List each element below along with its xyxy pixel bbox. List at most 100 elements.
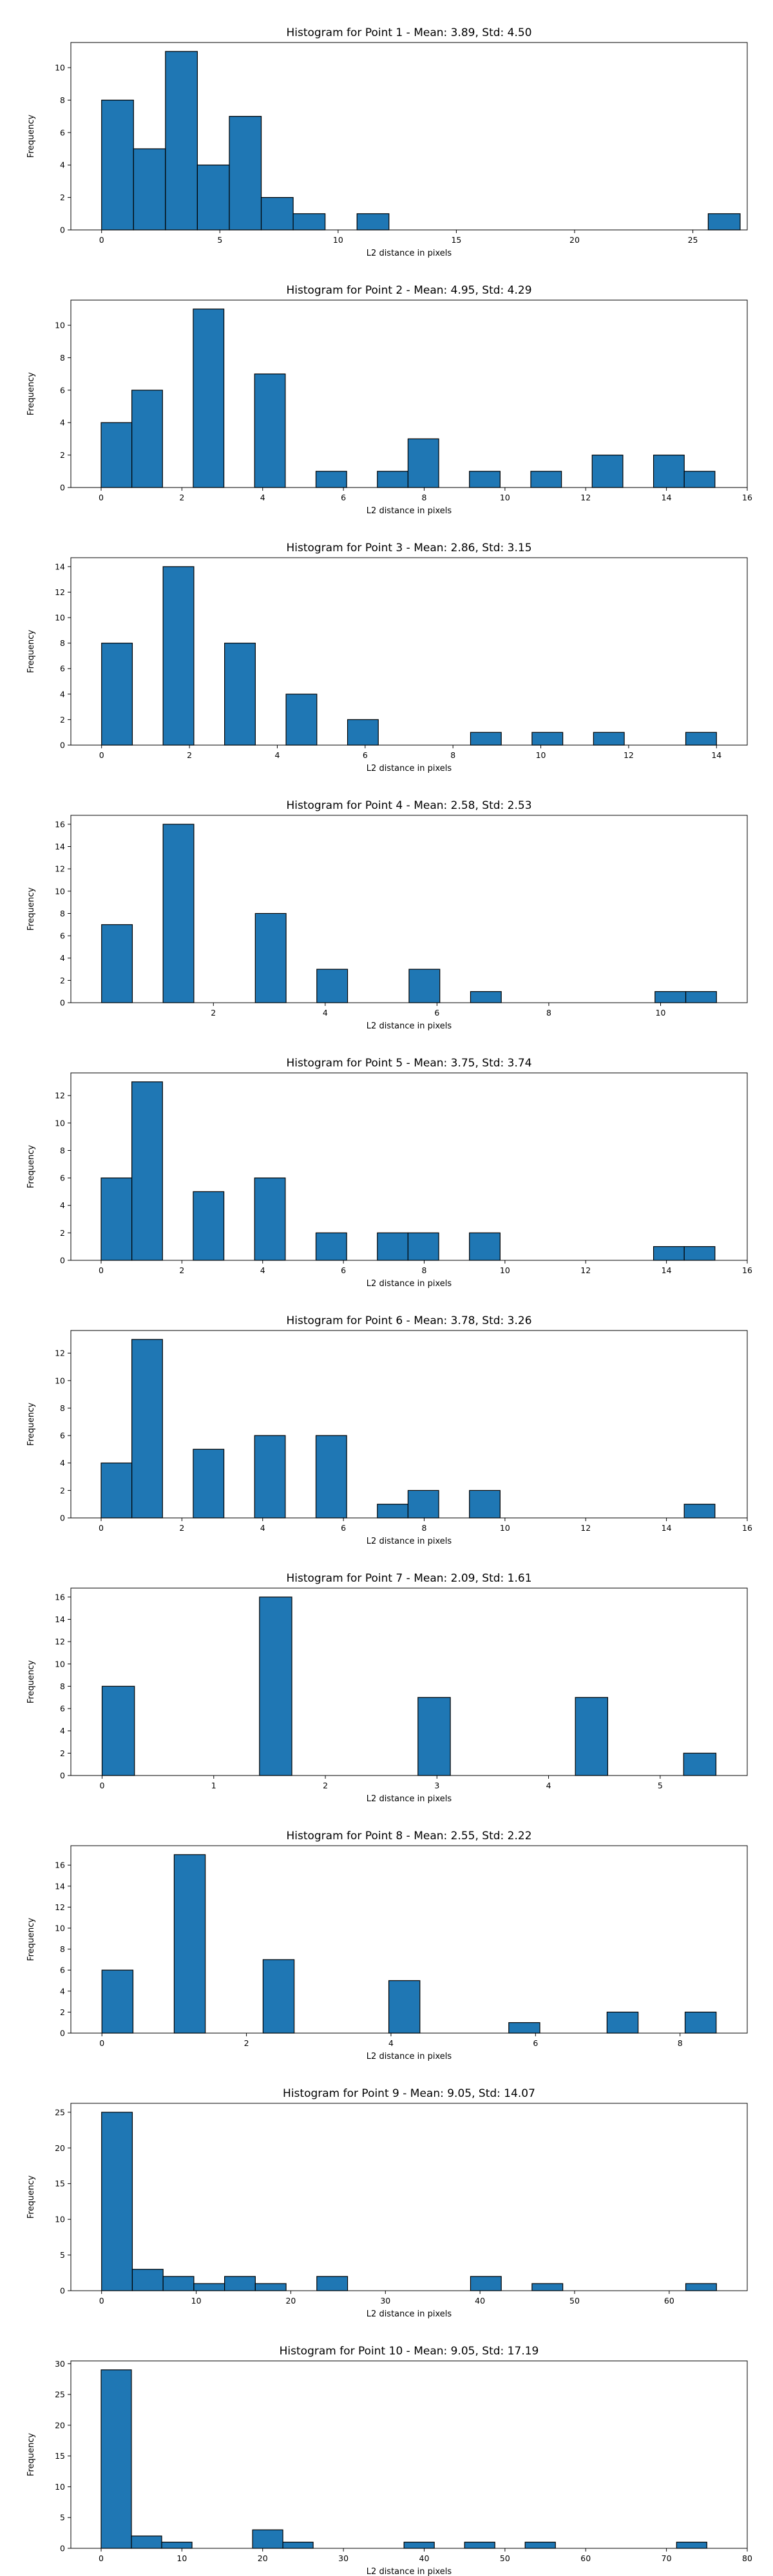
y-tick-label: 6 bbox=[60, 664, 65, 674]
histogram-bar bbox=[101, 99, 134, 231]
x-tick-label: 0 bbox=[99, 1523, 104, 1533]
x-tick-label: 10 bbox=[500, 493, 510, 502]
x-tick-label: 16 bbox=[742, 1523, 752, 1533]
y-tick-label: 2 bbox=[60, 1486, 65, 1495]
x-tick-label: 10 bbox=[536, 750, 546, 760]
x-tick-label: 50 bbox=[569, 2296, 580, 2306]
histogram-bar bbox=[131, 2535, 162, 2549]
y-tick-label: 8 bbox=[60, 1944, 65, 1954]
y-axis-label: Frequency bbox=[26, 2433, 36, 2476]
x-tick-label: 6 bbox=[533, 2038, 538, 2048]
y-tick-label: 6 bbox=[60, 1965, 65, 1975]
histogram-bar bbox=[388, 1980, 421, 2034]
x-tick-label: 20 bbox=[569, 235, 580, 245]
histogram-bar bbox=[417, 1697, 451, 1776]
y-tick-label: 2 bbox=[60, 976, 65, 985]
x-axis-label: L2 distance in pixels bbox=[367, 2052, 452, 2061]
histogram-bar bbox=[469, 471, 501, 488]
y-tick-label: 6 bbox=[60, 1431, 65, 1441]
x-tick-label: 4 bbox=[388, 2038, 394, 2048]
histogram-bar bbox=[676, 2541, 707, 2549]
x-axis-label: L2 distance in pixels bbox=[367, 1537, 452, 1546]
y-axis-label: Frequency bbox=[26, 2175, 36, 2219]
histogram-bar bbox=[407, 438, 439, 488]
histogram-bar bbox=[684, 2011, 717, 2034]
x-tick-label: 60 bbox=[580, 2553, 591, 2563]
histogram-bar bbox=[315, 1232, 347, 1261]
histogram-bar bbox=[193, 1448, 225, 1519]
y-tick-label: 10 bbox=[55, 1659, 65, 1669]
y-tick-label: 6 bbox=[60, 931, 65, 941]
histogram-bar bbox=[606, 2011, 639, 2034]
histogram-bar bbox=[162, 824, 195, 1003]
x-tick-label: 0 bbox=[99, 493, 104, 502]
histogram-bar bbox=[254, 2283, 287, 2291]
histogram-bar bbox=[193, 1191, 225, 1261]
histogram-bar bbox=[575, 1697, 609, 1776]
plot-frame bbox=[70, 1587, 748, 1776]
histogram-bar bbox=[683, 1752, 717, 1776]
histogram-bar bbox=[347, 719, 379, 746]
y-tick-label: 2 bbox=[60, 715, 65, 724]
y-tick-label: 10 bbox=[55, 1118, 65, 1128]
y-tick-label: 5 bbox=[60, 2513, 65, 2523]
histogram-bar bbox=[470, 2276, 502, 2291]
histogram-bar bbox=[224, 643, 256, 746]
x-tick-label: 0 bbox=[99, 2553, 104, 2563]
y-tick-label: 10 bbox=[55, 63, 65, 73]
x-tick-label: 0 bbox=[99, 2296, 104, 2306]
x-tick-label: 20 bbox=[258, 2553, 268, 2563]
x-tick-label: 12 bbox=[580, 493, 591, 502]
histogram-bar bbox=[101, 924, 133, 1003]
histogram-bar bbox=[356, 213, 390, 231]
histogram-bar bbox=[193, 2283, 225, 2291]
histogram-bar bbox=[469, 1490, 501, 1519]
chart-title: Histogram for Point 4 - Mean: 2.58, Std:… bbox=[286, 799, 531, 812]
y-tick-label: 4 bbox=[60, 1458, 65, 1468]
x-tick-label: 1 bbox=[211, 1781, 216, 1790]
y-tick-label: 2 bbox=[60, 1228, 65, 1238]
x-tick-label: 2 bbox=[244, 2038, 249, 2048]
y-tick-label: 25 bbox=[55, 2107, 65, 2117]
y-tick-label: 8 bbox=[60, 638, 65, 648]
histogram-panel-2: Histogram for Point 2 - Mean: 4.95, Std:… bbox=[26, 284, 752, 515]
x-tick-label: 3 bbox=[434, 1781, 439, 1790]
y-tick-label: 4 bbox=[60, 160, 65, 170]
histogram-bar bbox=[224, 2276, 256, 2291]
histogram-bar bbox=[162, 2276, 195, 2291]
y-tick-label: 20 bbox=[55, 2420, 65, 2430]
x-tick-label: 40 bbox=[419, 2553, 430, 2563]
y-tick-label: 4 bbox=[60, 418, 65, 428]
plot-frame bbox=[70, 42, 748, 231]
histogram-bar bbox=[408, 969, 441, 1003]
histogram-bar bbox=[685, 991, 717, 1003]
histogram-bar bbox=[101, 1685, 135, 1776]
x-tick-label: 5 bbox=[658, 1781, 663, 1790]
x-tick-label: 6 bbox=[363, 750, 368, 760]
histogram-bar bbox=[133, 148, 166, 231]
histogram-bar bbox=[161, 2541, 193, 2549]
y-axis-label: Frequency bbox=[26, 1145, 36, 1188]
y-tick-label: 5 bbox=[60, 2250, 65, 2260]
x-tick-label: 0 bbox=[100, 1781, 105, 1790]
histogram-bar bbox=[100, 2369, 132, 2549]
y-tick-label: 12 bbox=[55, 864, 65, 874]
x-tick-label: 4 bbox=[260, 1523, 265, 1533]
x-tick-label: 10 bbox=[500, 1523, 510, 1533]
histogram-bar bbox=[653, 1246, 685, 1261]
histogram-bar bbox=[524, 2541, 556, 2549]
y-tick-label: 6 bbox=[60, 1704, 65, 1714]
y-tick-label: 15 bbox=[55, 2179, 65, 2188]
histogram-bar bbox=[315, 471, 347, 488]
histogram-bar bbox=[470, 991, 502, 1003]
y-axis-label: Frequency bbox=[26, 630, 36, 673]
x-axis-label: L2 distance in pixels bbox=[367, 2309, 452, 2318]
y-tick-label: 0 bbox=[60, 225, 65, 235]
x-tick-label: 10 bbox=[191, 2296, 202, 2306]
histogram-bar bbox=[131, 1339, 163, 1519]
histogram-bar bbox=[162, 566, 195, 746]
chart-title: Histogram for Point 10 - Mean: 9.05, Std… bbox=[280, 2345, 539, 2358]
plot-frame bbox=[70, 557, 748, 746]
plot-frame bbox=[70, 299, 748, 488]
